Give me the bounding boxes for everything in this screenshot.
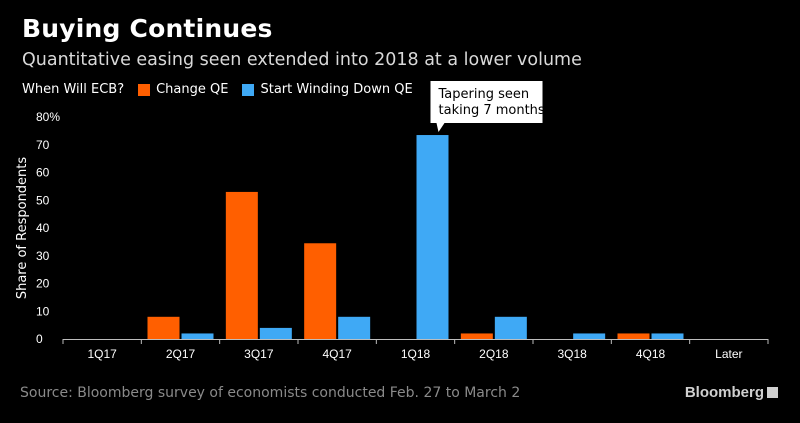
- y-tick-label: 20: [36, 277, 50, 291]
- legend-label: When Will ECB?: [22, 82, 125, 97]
- y-tick-label: 40: [36, 221, 50, 235]
- y-tick-label: 0: [36, 332, 43, 346]
- legend-text-winding-down: Start Winding Down QE: [260, 82, 413, 97]
- chart-title: Buying Continues: [22, 14, 273, 43]
- bar-change-qe: [617, 333, 650, 339]
- x-tick-label: 3Q17: [244, 347, 274, 361]
- bloomberg-logo: Bloomberg: [685, 384, 778, 401]
- legend-item-winding-down: Start Winding Down QE: [242, 82, 413, 97]
- bar-change-qe: [147, 316, 180, 339]
- bar-winding-down: [338, 316, 371, 339]
- annotation-text: taking 7 months: [439, 103, 545, 118]
- x-tick-label: 2Q17: [166, 347, 196, 361]
- x-tick-label: 4Q18: [636, 347, 666, 361]
- annotation-text: Tapering seen: [438, 87, 530, 102]
- bar-winding-down: [494, 316, 527, 339]
- bar-change-qe: [460, 333, 493, 339]
- legend: When Will ECB? Change QE Start Winding D…: [22, 82, 413, 97]
- annotation-callout-box: [430, 81, 543, 133]
- x-tick-label: 2Q18: [479, 347, 509, 361]
- brand-mark-icon: [767, 387, 778, 398]
- x-tick-label: 4Q17: [322, 347, 352, 361]
- legend-item-change-qe: Change QE: [138, 82, 228, 97]
- bar-winding-down: [651, 333, 684, 339]
- bar-change-qe: [304, 243, 337, 339]
- y-tick-label: 60: [36, 166, 50, 180]
- y-tick-label: 80%: [36, 110, 60, 124]
- legend-swatch-change-qe: [138, 83, 151, 96]
- source-note: Source: Bloomberg survey of economists c…: [20, 385, 521, 401]
- bar-winding-down: [181, 333, 214, 339]
- bar-change-qe: [225, 191, 258, 339]
- legend-text-change-qe: Change QE: [156, 82, 229, 97]
- legend-swatch-winding-down: [242, 83, 255, 96]
- bar-winding-down: [416, 135, 449, 339]
- y-axis-label: Share of Respondents: [15, 157, 30, 300]
- x-tick-label: 1Q17: [87, 347, 117, 361]
- bar-winding-down: [573, 333, 606, 339]
- y-tick-label: 70: [36, 138, 50, 152]
- x-tick-label: 1Q18: [401, 347, 431, 361]
- y-tick-label: 50: [36, 193, 50, 207]
- bar-winding-down: [259, 327, 292, 339]
- x-tick-label: Later: [715, 347, 742, 361]
- y-tick-label: 30: [36, 249, 50, 263]
- chart-subtitle: Quantitative easing seen extended into 2…: [22, 50, 582, 70]
- x-tick-label: 3Q18: [557, 347, 587, 361]
- brand-text: Bloomberg: [684, 384, 764, 401]
- y-tick-label: 10: [36, 304, 50, 318]
